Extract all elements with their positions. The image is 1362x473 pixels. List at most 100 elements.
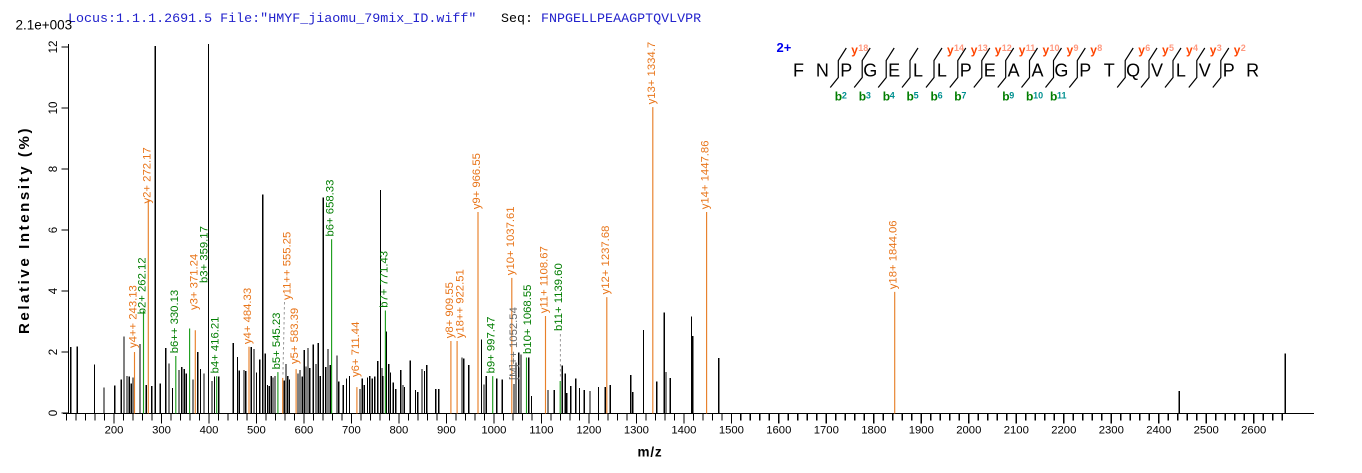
- svg-text:6: 6: [1145, 43, 1150, 53]
- svg-text:1500: 1500: [719, 425, 744, 437]
- svg-text:y: y: [1090, 43, 1097, 57]
- svg-text:1700: 1700: [814, 425, 839, 437]
- svg-text:b: b: [859, 90, 866, 104]
- svg-text:b5+ 545.23: b5+ 545.23: [271, 313, 283, 370]
- svg-text:12: 12: [48, 41, 60, 54]
- svg-text:2: 2: [1241, 43, 1246, 53]
- svg-text:18: 18: [858, 43, 868, 53]
- svg-text:6: 6: [48, 227, 60, 233]
- svg-text:P: P: [1079, 61, 1091, 81]
- svg-text:14: 14: [954, 43, 964, 53]
- svg-text:1400: 1400: [671, 425, 696, 437]
- svg-text:2.1e+003: 2.1e+003: [16, 18, 73, 33]
- svg-text:b3+ 359.17: b3+ 359.17: [199, 226, 211, 283]
- svg-text:8: 8: [48, 166, 60, 172]
- svg-text:5: 5: [914, 91, 919, 101]
- svg-text:y: y: [1043, 43, 1050, 57]
- svg-text:y18+ 1844.06: y18+ 1844.06: [888, 220, 900, 289]
- svg-text:1800: 1800: [861, 425, 886, 437]
- svg-text:R: R: [1246, 61, 1259, 81]
- svg-text:600: 600: [294, 425, 313, 437]
- svg-text:G: G: [863, 61, 877, 81]
- svg-text:y11++ 555.25: y11++ 555.25: [282, 232, 294, 300]
- svg-text:b: b: [883, 90, 890, 104]
- svg-text:y11+ 1108.67: y11+ 1108.67: [539, 246, 551, 313]
- svg-text:b7+ 771.43: b7+ 771.43: [378, 251, 390, 308]
- svg-text:y: y: [1067, 43, 1074, 57]
- svg-text:9: 9: [1009, 91, 1014, 101]
- svg-text:2000: 2000: [956, 425, 981, 437]
- svg-text:y: y: [1138, 43, 1145, 57]
- svg-text:b: b: [931, 90, 938, 104]
- svg-text:5: 5: [1169, 43, 1174, 53]
- svg-text:y: y: [1019, 43, 1026, 57]
- svg-text:2: 2: [48, 349, 60, 355]
- svg-text:N: N: [816, 61, 829, 81]
- svg-text:2200: 2200: [1051, 425, 1076, 437]
- svg-text:y6+ 711.44: y6+ 711.44: [350, 322, 362, 377]
- svg-text:y: y: [1210, 43, 1217, 57]
- svg-text:A: A: [1031, 61, 1043, 81]
- svg-text:12: 12: [1002, 43, 1012, 53]
- svg-text:y10+ 1037.61: y10+ 1037.61: [505, 206, 517, 275]
- svg-text:b6+ 658.33: b6+ 658.33: [325, 180, 337, 237]
- svg-text:L: L: [937, 61, 947, 81]
- svg-text:0: 0: [48, 410, 60, 416]
- svg-text:y5+ 583.39: y5+ 583.39: [289, 308, 301, 364]
- svg-text:b9+ 997.47: b9+ 997.47: [486, 317, 498, 374]
- svg-text:y: y: [1186, 43, 1193, 57]
- svg-text:2: 2: [842, 91, 847, 101]
- svg-text:1200: 1200: [576, 425, 601, 437]
- svg-text:y: y: [995, 43, 1002, 57]
- svg-text:b6++ 330.13: b6++ 330.13: [169, 290, 181, 353]
- svg-text:A: A: [1008, 61, 1020, 81]
- svg-text:11: 11: [1026, 43, 1036, 53]
- svg-text:1600: 1600: [766, 425, 791, 437]
- svg-text:b: b: [1002, 90, 1009, 104]
- svg-text:1000: 1000: [481, 425, 506, 437]
- svg-text:Locus:1.1.1.2691.5 File:"HMYF_: Locus:1.1.1.2691.5 File:"HMYF_jiaomu_79m…: [68, 12, 476, 27]
- svg-text:y3+ 371.24: y3+ 371.24: [188, 254, 200, 310]
- svg-text:9: 9: [1074, 43, 1079, 53]
- svg-text:y8+ 909.55: y8+ 909.55: [444, 282, 456, 338]
- svg-text:b4+ 416.21: b4+ 416.21: [210, 317, 222, 374]
- svg-text:300: 300: [152, 425, 171, 437]
- svg-text:F: F: [793, 61, 804, 81]
- svg-text:2300: 2300: [1099, 425, 1124, 437]
- svg-text:2400: 2400: [1146, 425, 1171, 437]
- svg-text:V: V: [1151, 61, 1163, 81]
- svg-text:m/z: m/z: [638, 445, 663, 460]
- svg-text:700: 700: [342, 425, 361, 437]
- svg-text:y: y: [851, 43, 858, 57]
- svg-text:10: 10: [1050, 43, 1060, 53]
- svg-text:10: 10: [48, 102, 60, 115]
- svg-text:400: 400: [200, 425, 219, 437]
- svg-text:4: 4: [890, 91, 895, 101]
- svg-text:b11+ 1139.60: b11+ 1139.60: [553, 263, 565, 331]
- svg-text:1100: 1100: [529, 425, 553, 437]
- svg-text:b: b: [1026, 90, 1033, 104]
- svg-text:4: 4: [48, 287, 60, 294]
- svg-text:10: 10: [1033, 91, 1043, 101]
- svg-text:2600: 2600: [1241, 425, 1266, 437]
- svg-text:Relative Intensity (%): Relative Intensity (%): [16, 126, 33, 334]
- svg-text:y12+ 1237.68: y12+ 1237.68: [600, 226, 612, 295]
- svg-text:G: G: [1054, 61, 1068, 81]
- svg-text:L: L: [1176, 61, 1186, 81]
- svg-text:V: V: [1199, 61, 1211, 81]
- svg-text:8: 8: [1097, 43, 1102, 53]
- svg-text:b: b: [835, 90, 842, 104]
- svg-text:1900: 1900: [909, 425, 934, 437]
- svg-text:13: 13: [978, 43, 988, 53]
- svg-text:b: b: [954, 90, 961, 104]
- svg-text:y18++ 922.51: y18++ 922.51: [455, 269, 467, 338]
- svg-text:4: 4: [1193, 43, 1198, 53]
- svg-text:y: y: [1234, 43, 1241, 57]
- svg-text:y: y: [1162, 43, 1169, 57]
- svg-text:200: 200: [105, 425, 124, 437]
- svg-text:Q: Q: [1126, 61, 1140, 81]
- svg-text:7: 7: [961, 91, 966, 101]
- svg-text:b: b: [1050, 90, 1057, 104]
- svg-text:2100: 2100: [1004, 425, 1029, 437]
- svg-text:y4++ 243.13: y4++ 243.13: [128, 285, 140, 348]
